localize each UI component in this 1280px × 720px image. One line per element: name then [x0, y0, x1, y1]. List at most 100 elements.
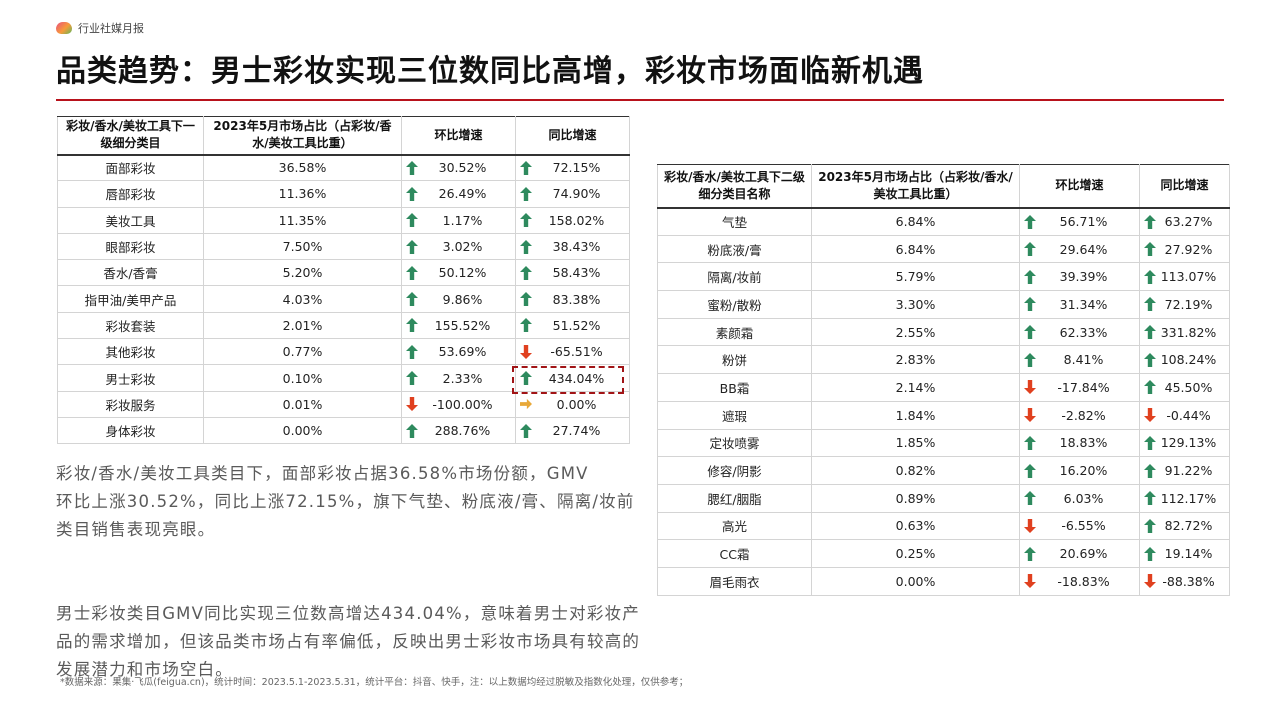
mom-value: 50.12%	[438, 265, 487, 281]
arrow-up-icon	[406, 423, 418, 438]
summary-paragraph-2: 男士彩妆类目GMV同比实现三位数高增达434.04%，意味着男士对彩妆产品的需求…	[56, 604, 641, 679]
mom-value: -2.82%	[1061, 407, 1106, 423]
arrow-up-icon	[1024, 214, 1036, 229]
mom-growth-cell: -100.00%	[401, 390, 516, 418]
table-row: 唇部彩妆 11.36% 26.49% 74.90%	[57, 180, 630, 208]
yoy-growth-cell: 45.50%	[1139, 373, 1230, 402]
yoy-growth-cell: 91.22%	[1139, 456, 1230, 485]
brand-logo-icon	[56, 22, 72, 34]
yoy-value: 331.82%	[1160, 324, 1217, 340]
mom-value: 18.83%	[1059, 435, 1108, 451]
arrow-down-icon	[1024, 380, 1036, 395]
mom-growth-cell: 3.02%	[401, 232, 516, 261]
arrow-up-icon	[1144, 518, 1156, 533]
yoy-value: 45.50%	[1164, 379, 1213, 395]
category-name-cell: 美妆工具	[57, 206, 204, 234]
yoy-growth-cell: 38.43%	[515, 232, 630, 261]
mom-value: 6.03%	[1063, 490, 1104, 506]
section-label: 行业社媒月报	[78, 22, 144, 35]
mom-growth-cell: 29.64%	[1019, 234, 1140, 264]
yoy-growth-cell: 19.14%	[1139, 539, 1230, 568]
yoy-growth-cell: 27.92%	[1139, 234, 1230, 264]
mom-growth-cell: 18.83%	[1019, 428, 1140, 458]
mom-growth-cell: -6.55%	[1019, 511, 1140, 541]
yoy-growth-cell: -0.44%	[1139, 400, 1230, 430]
yoy-growth-cell: 74.90%	[515, 180, 630, 208]
yoy-growth-cell: 63.27%	[1139, 207, 1230, 236]
category-name-cell: 定妆喷雾	[657, 428, 812, 458]
yoy-growth-cell: 331.82%	[1139, 317, 1230, 347]
col-header-mom: 环比增速	[1019, 164, 1140, 209]
yoy-growth-cell: 82.72%	[1139, 511, 1230, 541]
table-row: 指甲油/美甲产品 4.03% 9.86% 83.38%	[57, 285, 630, 313]
category-name-cell: 指甲油/美甲产品	[57, 285, 204, 313]
arrow-up-icon	[406, 371, 418, 386]
mom-growth-cell: 288.76%	[401, 416, 516, 445]
yoy-value: 129.13%	[1160, 435, 1217, 451]
arrow-up-icon	[1024, 352, 1036, 367]
arrow-up-icon	[1024, 491, 1036, 506]
yoy-value: 51.52%	[552, 317, 601, 333]
market-share-cell: 0.00%	[811, 566, 1020, 596]
market-share-cell: 0.10%	[203, 364, 402, 392]
table-row: 面部彩妆 36.58% 30.52% 72.15%	[57, 153, 630, 182]
yoy-value: 19.14%	[1164, 546, 1213, 562]
mom-value: 53.69%	[438, 344, 487, 360]
mom-value: -18.83%	[1057, 573, 1110, 589]
category-name-cell: 唇部彩妆	[57, 180, 204, 208]
arrow-down-icon	[1144, 574, 1156, 589]
market-share-cell: 2.83%	[811, 345, 1020, 375]
mom-growth-cell: 6.03%	[1019, 483, 1140, 513]
yoy-value: -65.51%	[550, 344, 603, 360]
primary-category-table: 彩妆/香水/美妆工具下一级细分类目 2023年5月市场占比（占彩妆/香水/美妆工…	[57, 116, 630, 445]
yoy-value: 74.90%	[552, 186, 601, 202]
mom-value: -17.84%	[1057, 379, 1110, 395]
highlight-box	[512, 366, 624, 394]
table-row: 男士彩妆 0.10% 2.33% 434.04%	[57, 364, 630, 392]
category-name-cell: 修容/阴影	[657, 456, 812, 485]
category-name-cell: 腮红/胭脂	[657, 483, 812, 513]
col-header-yoy: 同比增速	[1139, 164, 1230, 209]
mom-growth-cell: 26.49%	[401, 180, 516, 208]
mom-growth-cell: -17.84%	[1019, 373, 1140, 402]
arrow-down-icon	[1144, 408, 1156, 423]
yoy-value: 158.02%	[548, 212, 605, 228]
title-divider	[56, 99, 1224, 101]
arrow-up-icon	[520, 318, 532, 333]
mom-growth-cell: 9.86%	[401, 285, 516, 313]
table-row: 遮瑕 1.84% -2.82% -0.44%	[657, 400, 1230, 430]
mom-value: 26.49%	[438, 186, 487, 202]
yoy-growth-cell: 129.13%	[1139, 428, 1230, 458]
arrow-up-icon	[1144, 214, 1156, 229]
mom-growth-cell: 39.39%	[1019, 262, 1140, 292]
yoy-growth-cell: 0.00%	[515, 390, 630, 418]
mom-value: 2.33%	[442, 370, 483, 386]
mom-growth-cell: 62.33%	[1019, 317, 1140, 347]
mom-value: 31.34%	[1059, 296, 1108, 312]
category-name-cell: 遮瑕	[657, 400, 812, 430]
mom-value: 56.71%	[1059, 214, 1108, 230]
yoy-value: 113.07%	[1160, 269, 1217, 285]
category-name-cell: 面部彩妆	[57, 153, 204, 182]
arrow-up-icon	[520, 160, 532, 175]
category-name-cell: 香水/香膏	[57, 259, 204, 287]
mom-growth-cell: 1.17%	[401, 206, 516, 234]
arrow-up-icon	[520, 265, 532, 280]
mom-value: -6.55%	[1061, 518, 1106, 534]
mom-value: 9.86%	[442, 291, 483, 307]
arrow-up-icon	[1144, 435, 1156, 450]
arrow-up-icon	[406, 186, 418, 201]
arrow-up-icon	[1024, 297, 1036, 312]
category-name-cell: 彩妆服务	[57, 390, 204, 418]
arrow-up-icon	[1024, 463, 1036, 478]
market-share-cell: 0.01%	[203, 390, 402, 418]
market-share-cell: 0.89%	[811, 483, 1020, 513]
summary-paragraph-1: 彩妆/香水/美妆工具类目下，面部彩妆占据36.58%市场份额，GMV 环比上涨3…	[56, 460, 641, 544]
category-name-cell: 隔离/妆前	[657, 262, 812, 292]
category-name-cell: 其他彩妆	[57, 338, 204, 366]
mom-value: 16.20%	[1059, 463, 1108, 479]
yoy-value: 434.04%	[548, 370, 605, 386]
table-row: 气垫 6.84% 56.71% 63.27%	[657, 207, 1230, 236]
arrow-up-icon	[1024, 242, 1036, 257]
table-row: 眉毛雨衣 0.00% -18.83% -88.38%	[657, 566, 1230, 596]
